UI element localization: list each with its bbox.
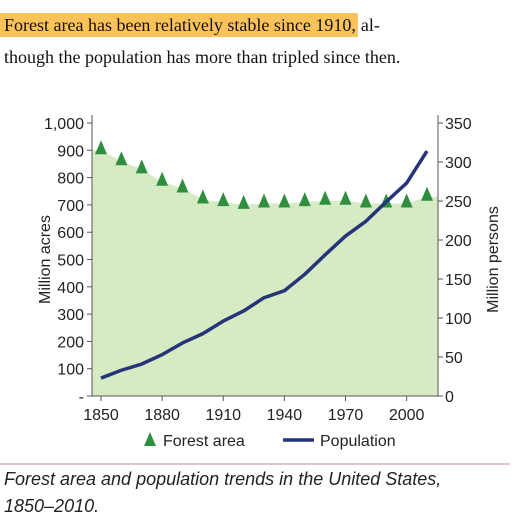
y2-tick-label: 50 (445, 350, 463, 367)
y-tick-label: 1,000 (44, 116, 84, 133)
y-tick-label: 900 (57, 143, 84, 160)
y-tick-label: 800 (57, 171, 84, 188)
y-tick-label: 600 (57, 225, 84, 242)
legend-label: Forest area (163, 433, 245, 450)
forest-marker (400, 193, 413, 208)
legend-marker (144, 432, 156, 446)
y-tick-label: 700 (57, 198, 84, 215)
y2-tick-label: 300 (445, 155, 472, 172)
forest-marker (298, 192, 311, 207)
x-tick-label: 1970 (328, 407, 364, 424)
highlight (0, 13, 358, 37)
forest-area-fill (92, 150, 438, 396)
forest-marker (278, 193, 291, 208)
x-tick-label: 1880 (144, 407, 180, 424)
forest-marker (115, 151, 128, 166)
y-tick-label: 300 (57, 307, 84, 324)
y-tick-label: 400 (57, 280, 84, 297)
y2-tick-label: 200 (445, 233, 472, 250)
forest-marker (258, 193, 270, 208)
x-tick-label: 1910 (205, 407, 241, 424)
forest-marker (339, 190, 352, 205)
y-tick-label: - (79, 389, 84, 406)
forest-marker (135, 159, 148, 174)
x-tick-label: 2000 (389, 407, 425, 424)
population-line (100, 150, 429, 380)
forest-marker (156, 171, 169, 186)
highlighted-text: Forest area has been relatively stable s… (4, 15, 356, 35)
y-tick-label: 100 (57, 362, 84, 379)
y-tick-label: 200 (57, 334, 84, 351)
y2-tick-label: 250 (445, 194, 472, 211)
y2-tick-label: 150 (445, 272, 472, 289)
forest-marker (319, 190, 332, 205)
forest-marker (196, 189, 209, 204)
y2-tick-label: 100 (445, 311, 472, 328)
forest-marker (359, 193, 372, 208)
body-text: though the population has more than trip… (4, 47, 400, 67)
forest-marker (237, 194, 250, 209)
forest-marker (95, 140, 107, 155)
forest-marker (217, 192, 230, 207)
forest-marker (421, 186, 433, 201)
y-axis-label: Million acres (37, 215, 54, 304)
y2-tick-label: 350 (445, 116, 472, 133)
x-tick-label: 1850 (83, 407, 119, 424)
x-tick-label: 1940 (267, 407, 303, 424)
y2-axis-label: Million persons (485, 206, 502, 313)
caption: Forest area and population trends in the… (4, 469, 442, 516)
legend-label: Population (320, 433, 396, 450)
y2-tick-label: 0 (445, 389, 454, 406)
y-tick-label: 500 (57, 253, 84, 270)
body-text: al- (361, 15, 380, 35)
forest-marker (176, 178, 189, 193)
